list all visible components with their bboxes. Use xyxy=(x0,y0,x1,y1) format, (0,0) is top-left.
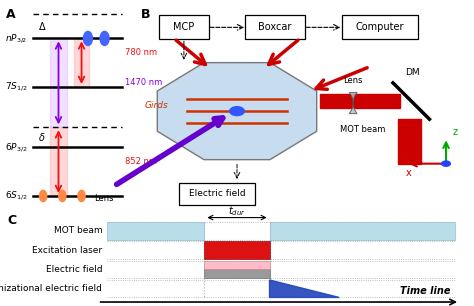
Text: $nP_{3/2}$: $nP_{3/2}$ xyxy=(5,32,28,45)
FancyBboxPatch shape xyxy=(159,15,209,39)
Text: Lens: Lens xyxy=(343,76,363,85)
Polygon shape xyxy=(118,174,123,186)
Circle shape xyxy=(100,32,109,46)
Text: $\delta$: $\delta$ xyxy=(38,131,46,144)
Text: z: z xyxy=(453,127,458,137)
Circle shape xyxy=(230,107,244,116)
Text: $t_{dur}$: $t_{dur}$ xyxy=(228,204,246,218)
Text: Electric field: Electric field xyxy=(46,265,102,274)
Polygon shape xyxy=(349,92,357,114)
Text: Lens: Lens xyxy=(94,194,114,203)
FancyBboxPatch shape xyxy=(341,15,418,39)
Text: Girds: Girds xyxy=(144,101,168,110)
Polygon shape xyxy=(270,280,339,297)
FancyArrow shape xyxy=(398,119,421,164)
Circle shape xyxy=(78,190,85,202)
Text: $6P_{3/2}$: $6P_{3/2}$ xyxy=(5,141,28,154)
Circle shape xyxy=(59,190,66,202)
Circle shape xyxy=(83,32,92,46)
Text: Electric field: Electric field xyxy=(189,189,246,199)
FancyArrow shape xyxy=(320,94,400,108)
Bar xyxy=(204,270,270,278)
Bar xyxy=(270,222,456,240)
Text: $7S_{1/2}$: $7S_{1/2}$ xyxy=(5,80,28,93)
Circle shape xyxy=(442,161,450,166)
Text: B: B xyxy=(141,8,150,21)
Polygon shape xyxy=(157,63,317,160)
Text: MOT beam: MOT beam xyxy=(340,125,385,134)
Text: 780 nm: 780 nm xyxy=(125,48,157,57)
Text: Excitation laser: Excitation laser xyxy=(32,246,102,255)
Text: Time line: Time line xyxy=(400,286,451,296)
Text: DM: DM xyxy=(406,68,420,77)
Text: $\Delta$: $\Delta$ xyxy=(38,20,46,32)
Text: C: C xyxy=(7,214,16,227)
Text: Ionizational electric field: Ionizational electric field xyxy=(0,284,102,293)
FancyBboxPatch shape xyxy=(246,15,305,39)
Bar xyxy=(204,261,270,269)
Text: A: A xyxy=(6,8,16,21)
Text: MOT beam: MOT beam xyxy=(54,226,102,235)
Text: 852 nm: 852 nm xyxy=(125,157,157,166)
Text: Boxcar: Boxcar xyxy=(258,22,292,32)
Text: Computer: Computer xyxy=(356,22,404,32)
Bar xyxy=(107,222,204,240)
Text: x: x xyxy=(406,168,412,178)
Circle shape xyxy=(39,190,47,202)
Text: $6S_{1/2}$: $6S_{1/2}$ xyxy=(5,189,28,202)
Text: 1470 nm: 1470 nm xyxy=(125,78,162,88)
FancyBboxPatch shape xyxy=(179,183,255,205)
Bar xyxy=(204,241,270,259)
Text: MCP: MCP xyxy=(173,22,194,32)
